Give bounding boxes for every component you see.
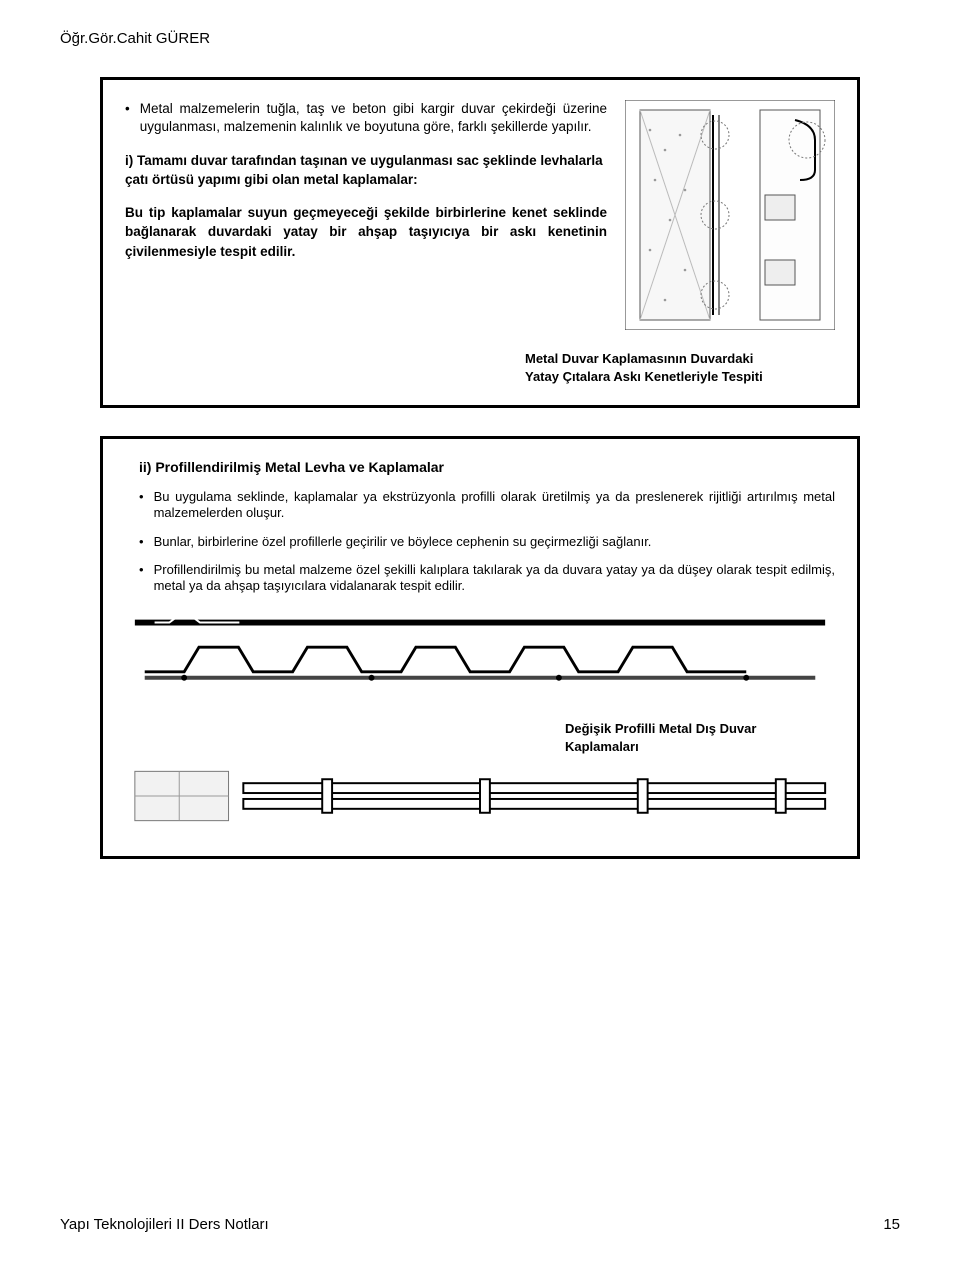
wall-section-diagram — [625, 100, 835, 330]
bullet-dot-icon: • — [139, 534, 144, 550]
slide2-bullet-list: • Bu uygulama seklinde, kaplamalar ya ek… — [139, 489, 835, 594]
bullet-dot-icon: • — [125, 100, 130, 136]
footer-page-number: 15 — [883, 1216, 900, 1233]
bullet-dot-icon: • — [139, 562, 144, 595]
slide2-caption: Değişik Profilli Metal Dış Duvar Kaplama… — [565, 720, 795, 755]
slide1-text-column: • Metal malzemelerin tuğla, taş ve beton… — [125, 100, 607, 276]
slide1-subheading: i) Tamamı duvar tarafından taşınan ve uy… — [125, 152, 607, 188]
slide-1: • Metal malzemelerin tuğla, taş ve beton… — [100, 77, 860, 408]
slide1-body: Bu tip kaplamalar suyun geçmeyeceği şeki… — [125, 203, 607, 262]
slide2-bullet-3: • Profillendirilmiş bu metal malzeme öze… — [139, 562, 835, 595]
slide1-figure — [625, 100, 835, 330]
slide2-bullet-1: • Bu uygulama seklinde, kaplamalar ya ek… — [139, 489, 835, 522]
profile-assembly-diagram — [125, 761, 835, 831]
page-header: Öğr.Gör.Cahit GÜRER — [60, 30, 900, 47]
slide1-intro-text: Metal malzemelerin tuğla, taş ve beton g… — [140, 100, 607, 136]
author-name: Öğr.Gör.Cahit GÜRER — [60, 30, 210, 47]
slide2-bullet2-text: Bunlar, birbirlerine özel profillerle ge… — [154, 534, 652, 550]
page-footer: Yapı Teknolojileri II Ders Notları 15 — [60, 1216, 900, 1233]
slide2-title: ii) Profillendirilmiş Metal Levha ve Kap… — [139, 459, 835, 475]
footer-left: Yapı Teknolojileri II Ders Notları — [60, 1216, 269, 1233]
slide2-bullet1-text: Bu uygulama seklinde, kaplamalar ya ekst… — [154, 489, 835, 522]
slide-2: ii) Profillendirilmiş Metal Levha ve Kap… — [100, 436, 860, 859]
profile-cross-sections-diagram — [125, 612, 835, 707]
slide2-bullet-2: • Bunlar, birbirlerine özel profillerle … — [139, 534, 835, 550]
slide1-caption: Metal Duvar Kaplamasının Duvardaki Yatay… — [525, 350, 785, 385]
bullet-dot-icon: • — [139, 489, 144, 522]
slide1-intro-bullet: • Metal malzemelerin tuğla, taş ve beton… — [125, 100, 607, 136]
slide2-bullet3-text: Profillendirilmiş bu metal malzeme özel … — [154, 562, 835, 595]
